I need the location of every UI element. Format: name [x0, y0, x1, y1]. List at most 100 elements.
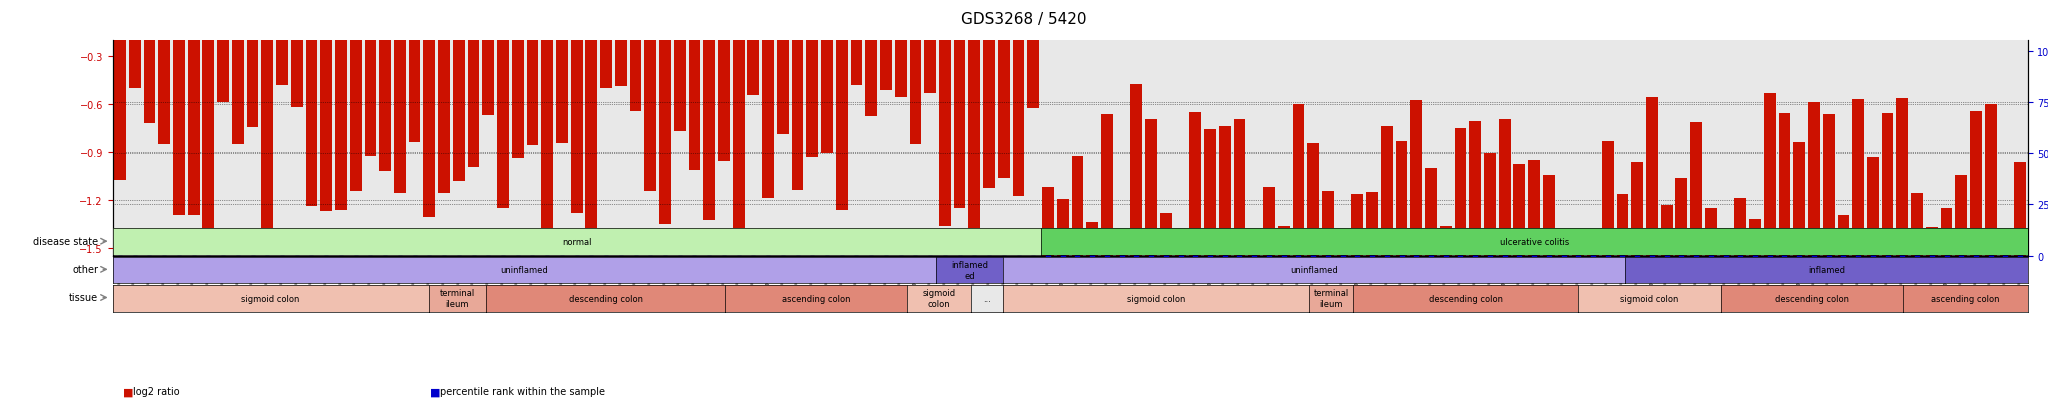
Bar	[1130, 84, 1143, 256]
Text: ■: ■	[430, 387, 440, 396]
Text: terminal
ileum: terminal ileum	[1315, 289, 1350, 308]
Bar	[1307, 144, 1319, 256]
Bar	[246, 9, 258, 128]
Bar	[1542, 176, 1554, 256]
Bar	[1249, 234, 1260, 256]
Text: sigmoid
colon: sigmoid colon	[922, 289, 956, 308]
Bar	[1970, 112, 1982, 256]
Bar	[1868, 158, 1878, 256]
Text: descending colon: descending colon	[569, 294, 643, 303]
Bar	[438, 9, 451, 194]
Bar	[262, 9, 272, 237]
Text: inflamed
ed: inflamed ed	[950, 261, 987, 280]
Bar	[483, 9, 494, 115]
Bar	[1925, 228, 1937, 256]
Bar	[1204, 130, 1217, 256]
Bar	[1012, 9, 1024, 197]
Bar	[350, 9, 362, 192]
Text: GDS3268 / 5420: GDS3268 / 5420	[961, 12, 1087, 27]
Bar	[1425, 169, 1438, 256]
Bar	[467, 9, 479, 168]
Bar	[1513, 165, 1526, 256]
Bar	[924, 9, 936, 93]
Text: other: other	[72, 265, 98, 275]
Bar	[1778, 114, 1790, 256]
Bar	[645, 9, 655, 192]
Bar	[1587, 241, 1599, 256]
Bar	[1794, 142, 1804, 256]
Bar	[659, 9, 672, 225]
Bar	[1411, 101, 1421, 256]
Bar	[836, 9, 848, 211]
Bar	[997, 9, 1010, 178]
Bar	[1704, 209, 1716, 256]
Text: normal: normal	[563, 238, 592, 247]
Bar	[719, 9, 729, 161]
Bar	[748, 9, 760, 95]
Bar	[1337, 235, 1348, 256]
Bar	[1632, 163, 1642, 256]
Bar	[424, 9, 436, 218]
Text: disease state: disease state	[33, 237, 98, 247]
Bar	[305, 9, 317, 206]
Bar	[541, 9, 553, 233]
Bar	[555, 9, 567, 143]
Text: ...: ...	[983, 294, 991, 303]
Text: terminal
ileum: terminal ileum	[440, 289, 475, 308]
Text: percentile rank within the sample: percentile rank within the sample	[440, 387, 606, 396]
Bar	[586, 9, 598, 230]
Bar	[1440, 226, 1452, 256]
Bar	[909, 9, 922, 145]
Bar	[1233, 120, 1245, 256]
Bar	[526, 9, 539, 146]
Bar	[1028, 9, 1038, 108]
Bar	[498, 9, 508, 209]
Bar	[733, 9, 745, 235]
Bar	[821, 9, 834, 153]
Bar	[850, 9, 862, 86]
Bar	[793, 9, 803, 190]
Bar	[881, 9, 891, 91]
Bar	[1499, 120, 1511, 256]
Bar	[1823, 114, 1835, 256]
Bar	[1219, 126, 1231, 256]
Bar	[1528, 160, 1540, 256]
Bar	[614, 9, 627, 87]
Bar	[1647, 97, 1657, 256]
Bar	[188, 9, 199, 215]
Bar	[217, 9, 229, 102]
Bar	[1896, 99, 1909, 256]
Bar	[1057, 200, 1069, 256]
Bar	[1352, 195, 1364, 256]
Bar	[1720, 233, 1731, 256]
Bar	[1278, 227, 1290, 256]
Bar	[203, 9, 215, 231]
Text: sigmoid colon: sigmoid colon	[1126, 294, 1186, 303]
Bar	[1366, 192, 1378, 256]
Bar	[1661, 205, 1673, 256]
Bar	[1176, 245, 1186, 256]
Bar	[1468, 121, 1481, 256]
Bar	[1911, 194, 1923, 256]
Bar	[1749, 219, 1761, 256]
Bar	[1808, 103, 1821, 256]
Bar	[1321, 192, 1333, 256]
Bar	[1942, 209, 1952, 256]
Bar	[1690, 122, 1702, 256]
Bar	[1071, 157, 1083, 256]
Bar	[688, 9, 700, 170]
Bar	[1292, 104, 1305, 256]
Bar	[571, 9, 582, 213]
Bar	[702, 9, 715, 221]
Bar	[393, 9, 406, 194]
Bar	[1159, 214, 1171, 256]
Text: ■: ■	[123, 387, 133, 396]
Bar	[1616, 195, 1628, 256]
Bar	[954, 9, 965, 209]
Bar	[807, 9, 819, 157]
Bar	[336, 9, 346, 211]
Bar	[1763, 94, 1776, 256]
Bar	[629, 9, 641, 112]
Bar	[1380, 126, 1393, 256]
Text: descending colon: descending colon	[1776, 294, 1849, 303]
